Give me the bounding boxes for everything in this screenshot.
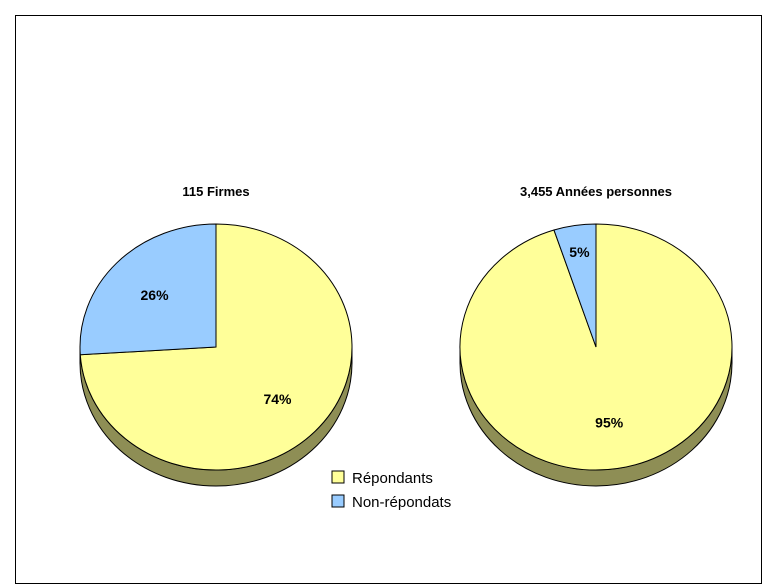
slice-label-respondents: 95% — [595, 414, 624, 430]
pie-slice-non-respondents — [79, 223, 217, 356]
legend-label-respondents: Répondants — [352, 470, 433, 487]
legend: Répondants Non-répondats — [331, 470, 451, 511]
pie-chart-person-years: 95% 5% 3,455 Années personnes — [459, 184, 733, 487]
pie-title-firms: 115 Firmes — [182, 184, 249, 199]
slice-label-non-respondents: 26% — [141, 287, 170, 303]
slice-label-respondents: 74% — [263, 391, 292, 407]
pie-chart-firms: 74% 26% 115 Firmes — [79, 184, 353, 487]
legend-swatch-non-respondents — [331, 494, 345, 508]
legend-label-non-respondents: Non-répondats — [352, 494, 451, 511]
legend-swatch-respondents — [331, 470, 345, 484]
slice-label-non-respondents: 5% — [569, 244, 590, 260]
pie-slice-non-respondents — [553, 223, 597, 348]
pie-title-person-years: 3,455 Années personnes — [520, 184, 672, 199]
